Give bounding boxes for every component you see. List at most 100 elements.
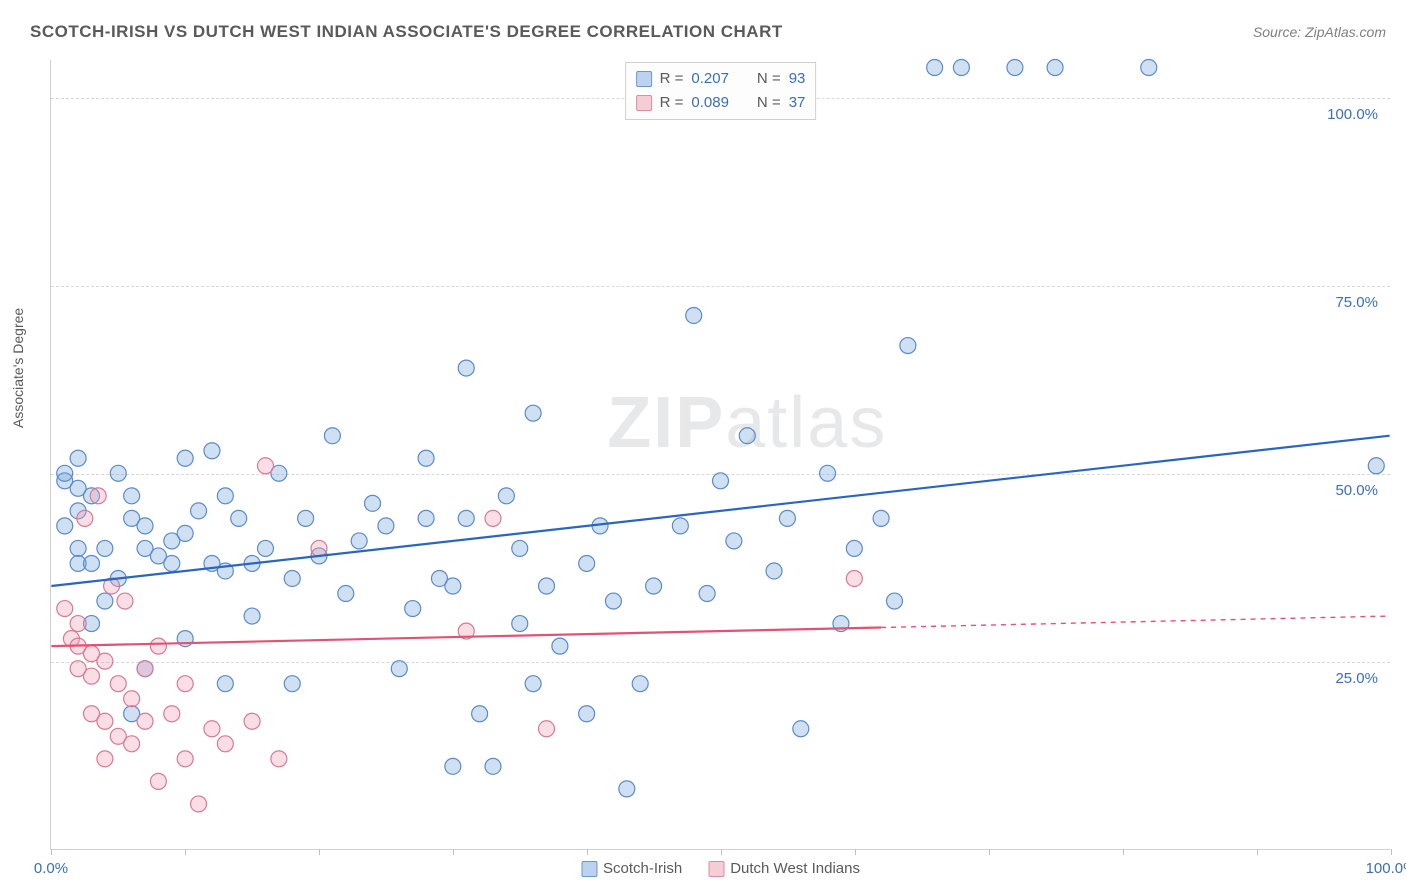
- legend-series-item: Scotch-Irish: [581, 860, 682, 877]
- data-point: [311, 540, 327, 556]
- data-point: [699, 586, 715, 602]
- data-point: [84, 668, 100, 684]
- data-point: [124, 736, 140, 752]
- data-point: [217, 676, 233, 692]
- data-point: [150, 773, 166, 789]
- data-point: [137, 518, 153, 534]
- trend-line: [51, 436, 1389, 586]
- data-point: [672, 518, 688, 534]
- data-point: [204, 443, 220, 459]
- data-point: [953, 60, 969, 76]
- data-point: [605, 593, 621, 609]
- scatter-svg: [51, 60, 1390, 849]
- x-tick: [319, 849, 320, 855]
- chart-title: SCOTCH-IRISH VS DUTCH WEST INDIAN ASSOCI…: [30, 22, 783, 42]
- correlation-legend: R =0.207N =93R =0.089N =37: [625, 62, 817, 120]
- data-point: [766, 563, 782, 579]
- data-point: [1141, 60, 1157, 76]
- data-point: [97, 593, 113, 609]
- legend-swatch: [581, 861, 597, 877]
- x-tick: [855, 849, 856, 855]
- data-point: [244, 608, 260, 624]
- data-point: [97, 713, 113, 729]
- data-point: [512, 540, 528, 556]
- legend-swatch: [636, 95, 652, 111]
- data-point: [525, 405, 541, 421]
- data-point: [284, 676, 300, 692]
- legend-series-label: Scotch-Irish: [603, 860, 682, 877]
- data-point: [84, 555, 100, 571]
- y-axis-label: Associate's Degree: [10, 308, 26, 428]
- data-point: [298, 510, 314, 526]
- legend-series-label: Dutch West Indians: [730, 860, 860, 877]
- legend-swatch: [636, 71, 652, 87]
- data-point: [338, 586, 354, 602]
- data-point: [646, 578, 662, 594]
- data-point: [57, 518, 73, 534]
- data-point: [110, 465, 126, 481]
- data-point: [418, 450, 434, 466]
- data-point: [97, 653, 113, 669]
- data-point: [927, 60, 943, 76]
- data-point: [405, 601, 421, 617]
- data-point: [779, 510, 795, 526]
- data-point: [137, 661, 153, 677]
- x-tick-label: 0.0%: [34, 860, 68, 877]
- data-point: [579, 706, 595, 722]
- chart-plot-area: ZIPatlas 25.0%50.0%75.0%100.0% R =0.207N…: [50, 60, 1390, 850]
- data-point: [177, 525, 193, 541]
- x-tick: [1257, 849, 1258, 855]
- data-point: [378, 518, 394, 534]
- data-point: [1368, 458, 1384, 474]
- r-label: R =: [660, 91, 684, 115]
- data-point: [498, 488, 514, 504]
- data-point: [57, 601, 73, 617]
- x-tick: [1123, 849, 1124, 855]
- legend-stat-row: R =0.089N =37: [636, 91, 806, 115]
- data-point: [191, 503, 207, 519]
- data-point: [231, 510, 247, 526]
- data-point: [110, 676, 126, 692]
- data-point: [846, 570, 862, 586]
- data-point: [217, 736, 233, 752]
- series-legend: Scotch-Irish Dutch West Indians: [581, 860, 860, 877]
- data-point: [485, 510, 501, 526]
- data-point: [686, 307, 702, 323]
- trend-line-extrapolated: [881, 616, 1390, 627]
- data-point: [97, 751, 113, 767]
- data-point: [445, 578, 461, 594]
- n-value: 37: [789, 91, 806, 115]
- data-point: [619, 781, 635, 797]
- data-point: [77, 510, 93, 526]
- data-point: [177, 450, 193, 466]
- data-point: [539, 578, 555, 594]
- data-point: [124, 691, 140, 707]
- data-point: [525, 676, 541, 692]
- data-point: [137, 713, 153, 729]
- data-point: [164, 555, 180, 571]
- source-attribution: Source: ZipAtlas.com: [1253, 24, 1386, 40]
- data-point: [217, 488, 233, 504]
- x-tick: [587, 849, 588, 855]
- n-value: 93: [789, 67, 806, 91]
- data-point: [846, 540, 862, 556]
- data-point: [739, 428, 755, 444]
- data-point: [472, 706, 488, 722]
- data-point: [150, 638, 166, 654]
- data-point: [177, 676, 193, 692]
- data-point: [886, 593, 902, 609]
- data-point: [1007, 60, 1023, 76]
- data-point: [632, 676, 648, 692]
- data-point: [97, 540, 113, 556]
- data-point: [820, 465, 836, 481]
- data-point: [70, 540, 86, 556]
- data-point: [1047, 60, 1063, 76]
- r-value: 0.207: [691, 67, 729, 91]
- legend-swatch: [708, 861, 724, 877]
- data-point: [70, 450, 86, 466]
- data-point: [57, 465, 73, 481]
- data-point: [90, 488, 106, 504]
- data-point: [284, 570, 300, 586]
- data-point: [204, 721, 220, 737]
- data-point: [485, 758, 501, 774]
